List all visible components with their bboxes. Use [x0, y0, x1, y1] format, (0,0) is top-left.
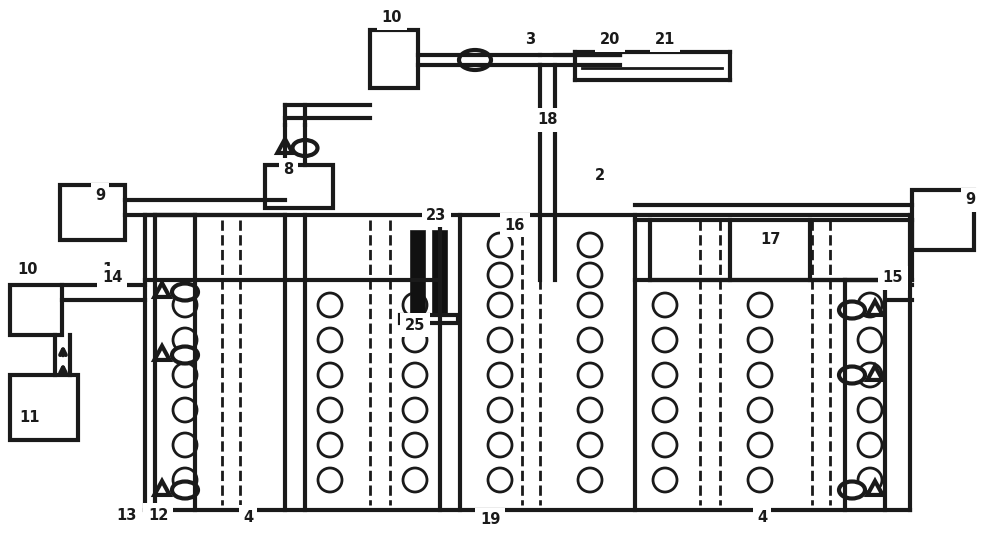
Bar — [10, 285, 62, 335]
Circle shape — [748, 328, 772, 352]
Circle shape — [318, 363, 342, 387]
Text: 14: 14 — [102, 271, 122, 286]
Ellipse shape — [839, 481, 865, 499]
Text: 10: 10 — [18, 262, 38, 277]
Circle shape — [748, 398, 772, 422]
Circle shape — [653, 328, 677, 352]
Circle shape — [858, 363, 882, 387]
Circle shape — [653, 293, 677, 317]
Circle shape — [488, 328, 512, 352]
Circle shape — [403, 363, 427, 387]
Circle shape — [173, 468, 197, 492]
Polygon shape — [154, 481, 170, 495]
Circle shape — [748, 293, 772, 317]
Circle shape — [653, 398, 677, 422]
Circle shape — [173, 328, 197, 352]
Text: 8: 8 — [283, 163, 293, 178]
Ellipse shape — [459, 50, 491, 70]
Circle shape — [488, 468, 512, 492]
Text: 20: 20 — [600, 32, 620, 47]
Text: 23: 23 — [426, 208, 446, 222]
Text: 3: 3 — [525, 32, 535, 47]
Circle shape — [173, 363, 197, 387]
Circle shape — [578, 363, 602, 387]
Circle shape — [858, 328, 882, 352]
Circle shape — [578, 263, 602, 287]
Circle shape — [653, 433, 677, 457]
Text: 1: 1 — [102, 262, 112, 277]
Ellipse shape — [172, 346, 198, 364]
Circle shape — [578, 433, 602, 457]
Circle shape — [318, 293, 342, 317]
Circle shape — [173, 398, 197, 422]
Text: 10: 10 — [382, 11, 402, 26]
Circle shape — [748, 468, 772, 492]
Circle shape — [858, 398, 882, 422]
Bar — [370, 30, 418, 88]
Text: 25: 25 — [405, 317, 425, 333]
Polygon shape — [867, 301, 883, 315]
Text: 4: 4 — [243, 510, 253, 525]
Circle shape — [318, 468, 342, 492]
Bar — [432, 230, 447, 315]
Bar — [60, 185, 125, 240]
Circle shape — [403, 398, 427, 422]
Bar — [10, 375, 78, 440]
Circle shape — [403, 293, 427, 317]
Polygon shape — [867, 481, 883, 495]
Circle shape — [578, 328, 602, 352]
Circle shape — [403, 468, 427, 492]
Circle shape — [748, 363, 772, 387]
Text: 12: 12 — [148, 507, 168, 522]
Text: 18: 18 — [538, 113, 558, 128]
Text: 15: 15 — [883, 271, 903, 286]
Text: 4: 4 — [757, 510, 767, 525]
Ellipse shape — [172, 284, 198, 300]
Polygon shape — [154, 283, 170, 297]
Text: 16: 16 — [505, 217, 525, 232]
Circle shape — [748, 433, 772, 457]
Circle shape — [403, 328, 427, 352]
Circle shape — [858, 433, 882, 457]
Circle shape — [173, 293, 197, 317]
Circle shape — [488, 363, 512, 387]
Text: 2: 2 — [595, 168, 605, 183]
Bar — [410, 230, 425, 315]
Bar — [912, 190, 974, 250]
Text: 17: 17 — [760, 232, 780, 247]
Ellipse shape — [172, 481, 198, 499]
Text: 11: 11 — [20, 411, 40, 426]
Circle shape — [318, 433, 342, 457]
Text: 19: 19 — [480, 512, 500, 527]
Circle shape — [858, 468, 882, 492]
Bar — [265, 165, 333, 208]
Bar — [400, 315, 458, 323]
Circle shape — [653, 468, 677, 492]
Circle shape — [488, 233, 512, 257]
Circle shape — [173, 433, 197, 457]
Polygon shape — [154, 346, 170, 360]
Circle shape — [578, 398, 602, 422]
Circle shape — [403, 433, 427, 457]
Ellipse shape — [839, 367, 865, 384]
Circle shape — [488, 398, 512, 422]
Circle shape — [318, 398, 342, 422]
Ellipse shape — [292, 140, 318, 156]
Circle shape — [858, 293, 882, 317]
Ellipse shape — [839, 301, 865, 319]
Circle shape — [578, 233, 602, 257]
Circle shape — [488, 293, 512, 317]
Circle shape — [578, 468, 602, 492]
Text: 21: 21 — [655, 32, 675, 47]
Polygon shape — [277, 139, 293, 153]
Circle shape — [318, 328, 342, 352]
Text: 9: 9 — [965, 193, 975, 208]
Circle shape — [653, 363, 677, 387]
Text: 9: 9 — [95, 188, 105, 203]
Circle shape — [488, 433, 512, 457]
Circle shape — [578, 293, 602, 317]
Text: 13: 13 — [116, 507, 136, 522]
Circle shape — [488, 263, 512, 287]
Polygon shape — [867, 366, 883, 380]
